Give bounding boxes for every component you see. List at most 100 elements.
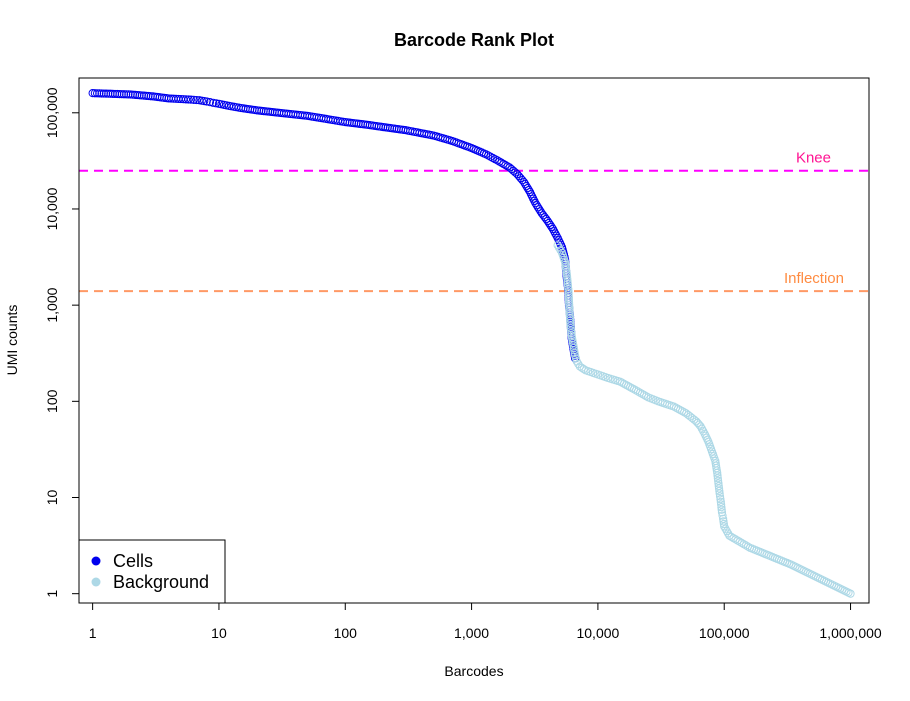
point-background [713,468,722,478]
point-background [675,405,685,415]
point-cells [532,201,541,210]
point-background [680,408,689,417]
legend-label-background: Background [113,572,209,592]
point-background [727,532,736,542]
y-tick-label: 100 [44,389,60,413]
point-cells [499,159,508,169]
point-cells [523,183,532,193]
point-cells [211,99,221,108]
point-background [735,537,744,546]
point-background [718,511,727,520]
y-axis: 1 10 100 1,000 10,000 100,000 [44,87,80,598]
x-tick-label: 100 [334,625,358,641]
point-background [717,505,726,514]
hline-label-knee: Knee [796,150,831,167]
point-cells [521,180,530,189]
point-cells [184,95,193,104]
point-background [717,500,726,509]
point-background [717,508,727,517]
point-background [717,503,726,512]
point-cells [181,95,191,104]
point-background [629,385,639,394]
point-background [725,531,734,540]
x-tick-label: 10 [211,625,227,641]
x-tick-label: 1,000,000 [819,625,881,641]
point-background [716,495,725,504]
point-background [713,474,722,483]
legend-marker-cells [91,556,101,566]
point-background [729,534,738,543]
data-points [88,89,855,598]
point-background [642,392,651,401]
point-background [716,497,725,506]
x-tick-label: 100,000 [699,625,750,641]
x-tick-label: 1,000 [454,625,489,641]
point-cells [495,157,504,166]
point-cells [551,229,560,238]
point-background [637,389,647,398]
point-background [720,522,729,531]
point-cells [192,95,201,105]
point-background [715,489,724,498]
point-cells [205,98,215,107]
x-tick-label: 1 [89,625,97,641]
y-tick-label: 100,000 [44,87,60,138]
point-background [741,541,751,550]
x-axis-label: Barcodes [444,663,503,679]
point-cells [501,161,510,170]
point-cells [533,203,543,212]
y-axis-label: UMI counts [4,305,20,376]
point-cells [493,156,502,165]
point-background [695,420,704,429]
point-background [846,589,855,598]
point-cells [535,205,544,214]
point-cells [519,178,529,187]
legend: Cells Background [78,539,226,604]
point-background [633,387,643,396]
point-background [719,514,728,523]
point-background [713,471,722,480]
point-background [671,403,681,412]
point-cells [189,95,198,104]
point-background [715,492,725,501]
point-cells [202,97,211,106]
point-cells [524,185,533,195]
point-background [719,519,728,529]
point-background [639,390,649,400]
point-background [715,486,724,496]
legend-box [78,539,226,604]
point-background [714,476,723,485]
y-tick-label: 1 [44,590,60,598]
point-background [635,388,645,397]
point-background [631,386,641,395]
point-background [731,535,740,544]
y-tick-label: 10,000 [44,187,60,230]
point-background [579,364,588,374]
point-background [737,538,746,548]
point-background [669,402,679,411]
point-background [678,407,687,416]
point-cells [522,182,531,191]
x-tick-label: 10,000 [576,625,619,641]
point-cells [124,90,133,99]
point-cells [186,95,196,104]
legend-label-cells: Cells [113,551,153,571]
y-tick-label: 10 [44,490,60,506]
point-background [721,524,730,533]
point-background [739,540,748,549]
point-background [673,404,683,413]
point-cells [497,158,506,167]
chart-title: Barcode Rank Plot [394,30,554,50]
reference-lines: Knee Inflection [79,150,869,293]
point-cells [209,98,218,107]
y-tick-label: 1,000 [44,287,60,322]
point-cells [531,199,540,208]
point-background [719,517,728,526]
point-cells [543,216,552,226]
point-background [733,536,742,545]
point-background [722,527,731,536]
legend-marker-background [91,577,101,587]
point-background [714,484,724,493]
point-cells [547,222,556,232]
